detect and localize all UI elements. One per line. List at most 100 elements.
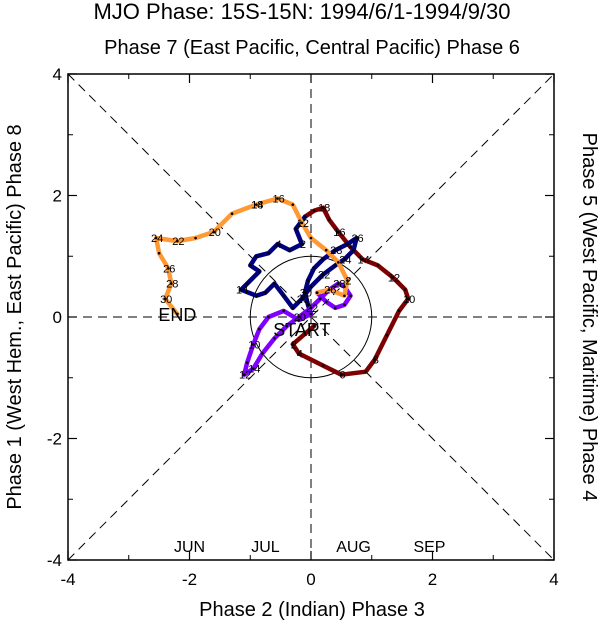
series-point-jul	[291, 306, 295, 310]
series-point-jun	[297, 352, 301, 355]
x-tick-label: 0	[306, 570, 315, 589]
series-point-sep	[212, 230, 216, 234]
y-tick-label: -4	[47, 551, 62, 570]
day-label-aug: 22	[306, 303, 318, 315]
legend-entry-jul: JUL	[251, 539, 280, 556]
series-point-jul	[306, 279, 310, 282]
series-point-jun	[406, 297, 410, 301]
day-label-jun: 16	[333, 227, 345, 239]
series-point-jun	[385, 333, 389, 337]
series-point-sep	[327, 288, 331, 291]
series-point-aug	[242, 373, 246, 377]
series-point-sep	[230, 212, 234, 216]
series-point-aug	[309, 306, 313, 310]
diagonal-guide	[67, 73, 555, 561]
series-point-aug	[245, 361, 249, 364]
series-point-jun	[327, 218, 331, 222]
day-label-aug: 28	[333, 279, 345, 291]
series-point-sep	[300, 221, 304, 225]
day-label-jul: 30	[300, 288, 312, 300]
day-label-jul: 14	[236, 285, 248, 297]
day-label-sep: 30	[160, 294, 172, 306]
series-point-jun	[321, 206, 325, 209]
day-label-sep: 26	[163, 263, 175, 275]
series-point-aug	[337, 282, 340, 285]
series-point-jul	[334, 264, 337, 267]
series-point-aug	[297, 315, 301, 319]
day-label-sep: 28	[166, 279, 178, 291]
day-label-sep: 24	[151, 233, 163, 245]
series-point-jun	[361, 257, 364, 261]
x-tick-label: -4	[60, 570, 75, 589]
series-point-jul	[309, 285, 313, 288]
legend-entry-jun: JUN	[174, 539, 205, 556]
series-point-jul	[355, 236, 358, 240]
series-point-jun	[321, 364, 325, 367]
top-phase-label: Phase 7 (East Pacific, Central Pacific) …	[104, 37, 520, 59]
day-label-jun: 6	[339, 370, 345, 382]
series-point-jul	[267, 251, 270, 255]
day-label-jun: 14	[358, 254, 370, 266]
series-point-jul	[303, 215, 307, 219]
series-point-jul	[258, 270, 261, 273]
series-point-sep	[194, 236, 197, 240]
day-label-aug: 12	[239, 370, 251, 382]
day-label-jun: 2	[291, 339, 297, 351]
day-label-jul: 2	[300, 239, 306, 251]
x-tick-label: 2	[428, 570, 437, 589]
series-point-jun	[291, 343, 295, 346]
legend-entry-aug: AUG	[336, 539, 371, 556]
series-point-jul	[276, 242, 279, 246]
series-point-jun	[376, 264, 380, 267]
series-point-jun	[312, 209, 316, 212]
series-point-jun	[397, 309, 401, 313]
series-point-jul	[343, 257, 346, 261]
y-tick-label: 0	[53, 308, 62, 327]
series-point-jul	[303, 291, 307, 295]
series-point-aug	[258, 327, 261, 331]
day-label-aug: 26	[324, 285, 336, 297]
series-point-sep	[176, 239, 179, 243]
right-phase-label: Phase 5 (West Pacific, Maritime) Phase 4	[578, 133, 600, 502]
series-point-jul	[245, 282, 249, 285]
series-point-sep	[169, 282, 173, 285]
day-label-jul: 20	[297, 294, 309, 306]
day-label-sep: 20	[209, 227, 221, 239]
series-point-jul	[312, 267, 316, 270]
series-point-jul	[264, 291, 267, 295]
series-point-sep	[163, 297, 167, 301]
series-point-jul	[321, 257, 325, 261]
x-tick-label: -2	[182, 570, 197, 589]
series-point-jun	[364, 370, 367, 373]
day-label-sep: 14	[251, 200, 263, 212]
series-point-jul	[352, 248, 355, 252]
series-point-sep	[255, 203, 258, 206]
day-label-sep: 16	[272, 194, 284, 206]
series-point-jun	[312, 324, 316, 328]
series-point-jun	[403, 288, 407, 291]
series-point-aug	[273, 336, 276, 340]
series-point-sep	[315, 291, 319, 295]
series-point-sep	[346, 279, 349, 282]
series-point-jun	[349, 245, 352, 249]
day-label-jun: 10	[403, 294, 415, 306]
series-point-aug	[324, 300, 328, 304]
series-point-jul	[321, 273, 325, 276]
series-point-aug	[282, 309, 285, 313]
day-label-jul: 28	[330, 245, 342, 257]
series-point-aug	[334, 306, 337, 310]
diagonal-guide	[67, 73, 555, 561]
series-point-sep	[337, 261, 340, 264]
series-point-jun	[391, 276, 395, 279]
legend-entry-sep: SEP	[413, 539, 445, 556]
series-point-sep	[276, 197, 279, 200]
y-tick-label: 2	[53, 187, 62, 206]
day-label-jul: 22	[318, 269, 330, 281]
series-point-jul	[239, 288, 243, 291]
day-label-jul: 26	[351, 233, 363, 245]
series-point-jul	[334, 248, 337, 252]
series-point-jul	[273, 282, 276, 285]
series-point-sep	[291, 203, 295, 206]
day-label-aug: 10	[248, 339, 260, 351]
